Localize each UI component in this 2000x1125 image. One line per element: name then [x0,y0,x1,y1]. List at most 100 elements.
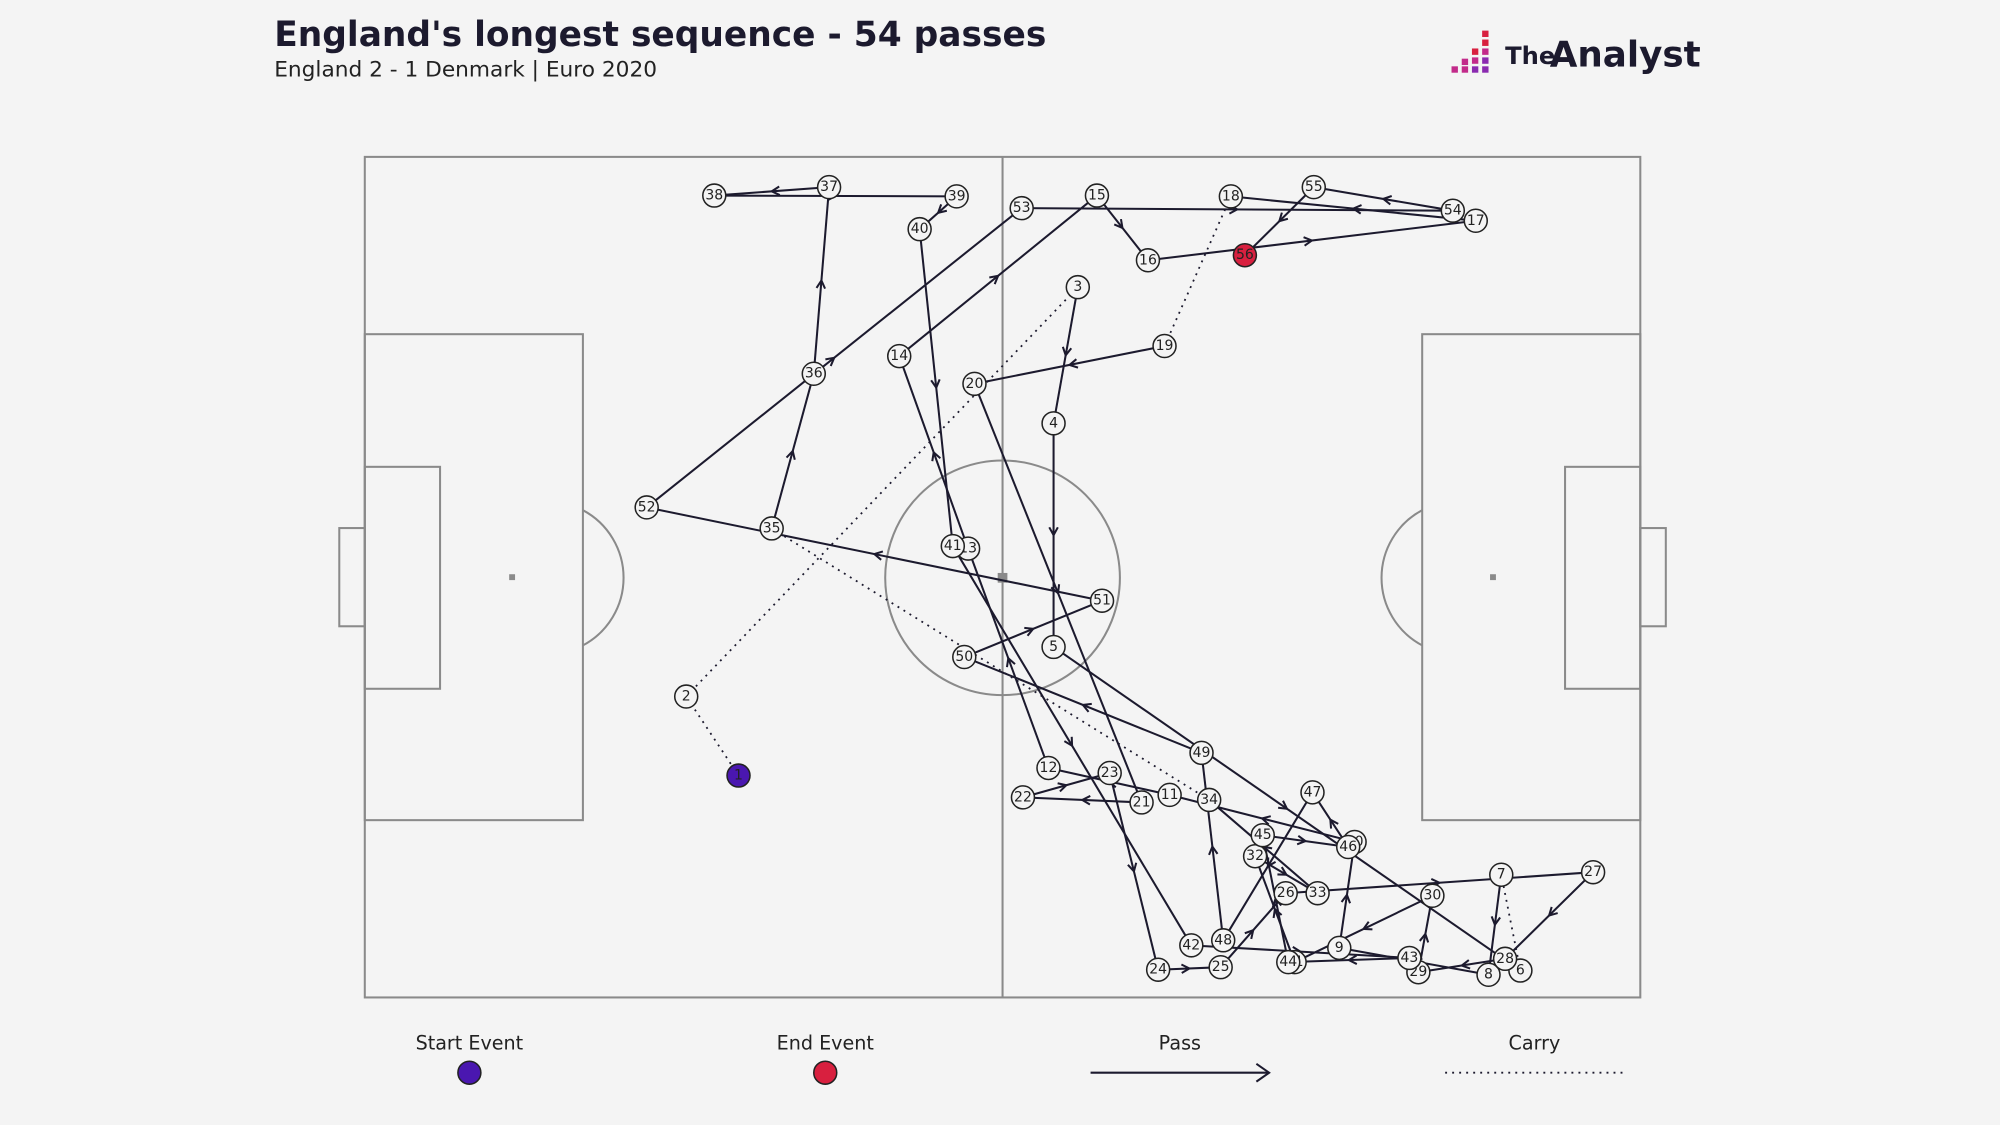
event-label: 11 [1161,787,1179,803]
event-marker [1129,790,1154,815]
event-marker [801,361,827,386]
carry-line [771,527,1210,801]
event-marker [1492,946,1518,972]
pass [770,373,815,529]
event-marker [1420,883,1445,908]
event-label: 2 [682,689,691,705]
pass-arrow [1296,834,1308,846]
event-label: 5 [1049,639,1058,655]
pass [1262,834,1349,848]
event-label: 41 [944,538,962,554]
event-marker [1010,785,1036,810]
pass-arrow [1061,346,1073,358]
event-label: 8 [1484,967,1493,983]
legend-label: End Event [777,1032,875,1055]
event-marker [1145,957,1171,982]
event-marker [1273,880,1298,906]
pass [1022,772,1110,799]
pass [1487,874,1503,975]
pass-arrow [1266,857,1277,869]
pass [714,185,830,197]
event-label: 1 [734,768,743,784]
pass [974,345,1165,385]
pass [1052,646,1521,972]
pass [1313,186,1453,212]
pass [1219,892,1287,968]
event-label: 34 [1200,792,1218,808]
event-label: 45 [1254,827,1272,843]
brand-logo: The Analyst [1451,30,1701,75]
pass [918,229,954,547]
pass [1504,871,1594,960]
carry [685,696,740,777]
legend-pass-arrow [1255,1062,1271,1083]
event-marker [1065,274,1091,300]
event-marker [1276,949,1301,975]
nodes: 1234567891011121314151617181920212223242… [634,174,1606,987]
pass-arrow [1277,866,1289,876]
links [646,185,1594,976]
pass-arrow [1329,817,1339,829]
pass-arrow [1351,204,1362,215]
event-marker [702,183,727,208]
event-marker [1463,208,1489,234]
pass [898,194,1098,357]
pass [1338,841,1356,949]
pass-arrow [1244,928,1255,940]
pass-arrow [1080,702,1092,713]
event-marker [1084,183,1110,208]
pass [1108,772,1160,970]
pass-arrow [930,378,941,390]
event-marker [1489,862,1514,887]
event-label: 22 [1014,789,1032,805]
event-marker [1232,242,1258,268]
event-label: 4 [1049,415,1058,431]
event-marker [1009,195,1034,221]
pass-arrow [1127,862,1138,874]
event-marker [907,216,932,242]
pass [1244,186,1315,256]
pass [963,656,1202,754]
event-marker [944,184,969,209]
pass-arrow [1063,736,1074,748]
event-marker [1208,954,1233,980]
legend-end-swatch [813,1060,838,1085]
event-marker [1189,740,1214,766]
pass-arrow [1080,795,1091,806]
event-marker [886,343,912,369]
event-label: 21 [1133,794,1151,810]
pass-arrow [1005,656,1016,668]
pass [967,548,1050,769]
event-marker [1135,248,1161,273]
event-label: 18 [1222,188,1240,204]
legend-label: Start Event [416,1032,524,1055]
event-label: 49 [1193,745,1211,761]
pass-arrow [1180,963,1192,974]
pass-arrow [1048,526,1059,538]
pass [1230,195,1476,222]
pass [1096,194,1149,261]
event-label: 38 [705,188,723,204]
pass [646,506,1103,602]
event-label: 56 [1236,247,1254,263]
pass [973,383,1143,803]
pass [1022,795,1142,806]
event-label: 42 [1182,937,1200,953]
pass-arrow [1113,218,1124,230]
event-label: 20 [966,376,984,392]
brand-prefix: The [1505,42,1555,70]
event-marker [1179,933,1204,958]
chart-title: England's longest sequence - 54 passes [274,15,1046,55]
event-marker [673,684,699,709]
pass-arrow [1459,959,1471,970]
pass-arrow [825,356,836,367]
legend-start-swatch [457,1060,482,1085]
pass [1052,286,1079,424]
pass [898,355,970,549]
event-marker [1036,755,1061,781]
event-marker [962,371,987,397]
event-label: 52 [638,499,656,515]
